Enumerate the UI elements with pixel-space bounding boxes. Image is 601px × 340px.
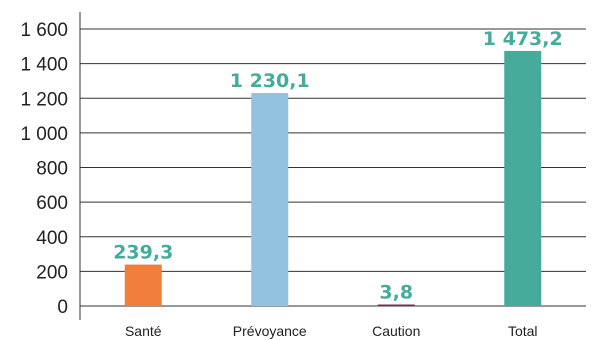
category-label-1: Prévoyance [233, 323, 307, 339]
category-label-2: Caution [372, 323, 420, 339]
bar-3 [504, 50, 542, 306]
category-label-3: Total [508, 323, 538, 339]
category-label-0: Santé [125, 323, 162, 339]
data-label-3: 1 473,2 [483, 28, 563, 50]
y-tick-label: 800 [36, 159, 68, 180]
data-labels: 239,3 1 230,1 3,8 1 473,2 [113, 28, 563, 304]
y-tick-label: 1 000 [20, 124, 68, 145]
y-tick-label: 1 200 [20, 89, 68, 110]
bars [124, 50, 542, 306]
y-tick-label: 1 600 [20, 20, 68, 41]
y-tick-label: 200 [36, 262, 68, 283]
y-tick-label: 400 [36, 228, 68, 249]
y-tick-label: 1 400 [20, 55, 68, 76]
bar-0 [124, 264, 162, 306]
gridlines [80, 28, 586, 307]
category-labels: Santé Prévoyance Caution Total [125, 323, 538, 339]
data-label-0: 239,3 [113, 242, 173, 264]
bar-1 [251, 93, 289, 306]
y-tick-label: 0 [57, 297, 68, 318]
data-label-1: 1 230,1 [230, 70, 310, 92]
data-label-2: 3,8 [379, 282, 413, 304]
y-tick-label: 600 [36, 193, 68, 214]
y-tick-labels: 0 200 400 600 800 1 000 1 200 1 400 1 600 [20, 20, 68, 318]
bar-2 [377, 304, 415, 306]
